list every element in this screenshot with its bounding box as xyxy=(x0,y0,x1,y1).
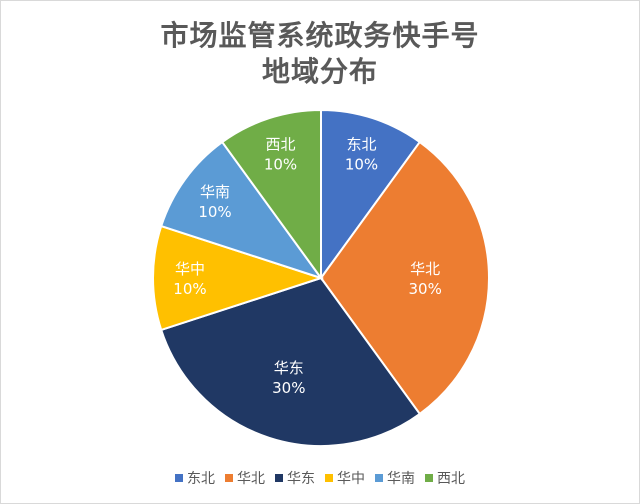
legend-item-3: 华中 xyxy=(325,468,365,488)
legend-swatch-5 xyxy=(425,474,433,482)
legend-item-1: 华北 xyxy=(225,468,265,488)
pie-slice-5 xyxy=(220,108,322,282)
legend-item-0: 东北 xyxy=(175,468,215,488)
pie-slice-2 xyxy=(159,276,422,447)
slice-label-4: 华南 10% xyxy=(198,183,231,221)
chart-title-line-2: 地域分布 xyxy=(261,55,378,88)
slice-label-3: 华中 10% xyxy=(173,260,206,298)
slice-label-0: 东北 10% xyxy=(345,135,378,173)
pie-slice-3 xyxy=(152,224,325,332)
legend-item-5: 西北 xyxy=(425,468,465,488)
legend-label-2: 华东 xyxy=(287,471,315,487)
legend-label-5: 西北 xyxy=(437,471,465,487)
legend-swatch-1 xyxy=(225,474,233,482)
pie-slice-0 xyxy=(320,108,422,282)
legend: 东北 华北 华东 华中 华南 西北 xyxy=(0,468,640,488)
legend-item-2: 华东 xyxy=(275,468,315,488)
legend-label-0: 东北 xyxy=(187,471,215,487)
legend-swatch-2 xyxy=(275,474,283,482)
legend-item-4: 华南 xyxy=(375,468,415,488)
slice-label-5: 西北 10% xyxy=(264,135,297,173)
legend-swatch-3 xyxy=(325,474,333,482)
legend-swatch-0 xyxy=(175,474,183,482)
legend-label-4: 华南 xyxy=(387,471,415,487)
slice-label-2: 华东 30% xyxy=(272,359,305,397)
slice-label-1: 华北 30% xyxy=(408,260,441,298)
legend-swatch-4 xyxy=(375,474,383,482)
legend-label-3: 华中 xyxy=(337,471,365,487)
pie-slice-4 xyxy=(159,140,324,280)
pie-slice-1 xyxy=(319,140,490,416)
chart-title-line-1: 市场监管系统政务快手号 xyxy=(160,19,480,52)
legend-label-1: 华北 xyxy=(237,471,265,487)
